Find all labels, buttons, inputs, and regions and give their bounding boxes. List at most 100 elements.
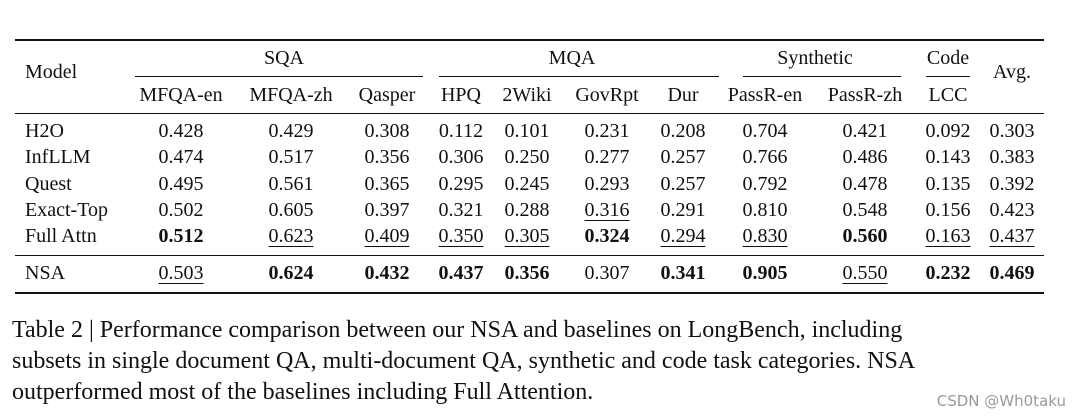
top-rule xyxy=(15,39,1044,41)
caption-line: subsets in single document QA, multi-doc… xyxy=(12,348,916,374)
table-cell: 0.356 xyxy=(364,146,410,168)
table-cell: 0.605 xyxy=(268,199,314,221)
table-cell: 0.486 xyxy=(842,146,888,168)
table-cell: 0.409 xyxy=(364,225,410,247)
group-header: Code xyxy=(926,47,970,69)
caption-line: Table 2 | Performance comparison between… xyxy=(12,317,903,343)
table-cell: 0.341 xyxy=(660,262,706,284)
row-label: Quest xyxy=(25,173,72,195)
table-cell: 0.092 xyxy=(925,120,971,142)
model-header: Model xyxy=(25,61,78,83)
table-cell: 0.324 xyxy=(584,225,630,247)
table-cell: 0.550 xyxy=(842,262,888,284)
table-cell: 0.307 xyxy=(584,262,630,284)
table-cell: 0.112 xyxy=(438,120,484,142)
group-rule xyxy=(135,76,423,77)
column-header: MFQA-zh xyxy=(249,84,333,106)
table-cell: 0.512 xyxy=(158,225,204,247)
table-cell: 0.277 xyxy=(584,146,630,168)
table-cell: 0.792 xyxy=(742,173,788,195)
table-cell: 0.293 xyxy=(584,173,630,195)
table-cell: 0.383 xyxy=(989,146,1035,168)
group-rule xyxy=(743,76,901,77)
column-header: GovRpt xyxy=(575,84,639,106)
watermark: CSDN @Wh0taku xyxy=(936,392,1066,410)
table-cell: 0.704 xyxy=(742,120,788,142)
caption-line: outperformed most of the baselines inclu… xyxy=(12,379,594,405)
column-header: HPQ xyxy=(440,84,482,106)
row-label: Exact-Top xyxy=(25,199,109,221)
row-label: InfLLM xyxy=(25,146,91,168)
table-cell: 0.437 xyxy=(438,262,484,284)
table-cell: 0.469 xyxy=(989,262,1035,284)
group-header: MQA xyxy=(548,47,596,69)
table-cell: 0.156 xyxy=(925,199,971,221)
column-header: 2Wiki xyxy=(502,84,552,106)
column-header: PassR-en xyxy=(727,84,803,106)
column-header: MFQA-en xyxy=(139,84,223,106)
table-cell: 0.306 xyxy=(438,146,484,168)
table-cell: 0.397 xyxy=(364,199,410,221)
table-cell: 0.502 xyxy=(158,199,204,221)
table-cell: 0.101 xyxy=(504,120,550,142)
table-cell: 0.303 xyxy=(989,120,1035,142)
group-header: Synthetic xyxy=(777,47,853,69)
table-cell: 0.257 xyxy=(660,146,706,168)
table-cell: 0.392 xyxy=(989,173,1035,195)
group-rule xyxy=(439,76,719,77)
table-cell: 0.143 xyxy=(925,146,971,168)
table-cell: 0.365 xyxy=(364,173,410,195)
table-cell: 0.350 xyxy=(438,225,484,247)
table-cell: 0.437 xyxy=(989,225,1035,247)
group-header: SQA xyxy=(263,47,305,69)
table-cell: 0.474 xyxy=(158,146,204,168)
table-cell: 0.163 xyxy=(925,225,971,247)
table-cell: 0.548 xyxy=(842,199,888,221)
table-cell: 0.810 xyxy=(742,199,788,221)
table-cell: 0.245 xyxy=(504,173,550,195)
table-cell: 0.291 xyxy=(660,199,706,221)
table-cell: 0.478 xyxy=(842,173,888,195)
column-header: Qasper xyxy=(358,84,416,106)
table-cell: 0.766 xyxy=(742,146,788,168)
row-label: H2O xyxy=(25,120,64,142)
table-cell: 0.305 xyxy=(504,225,550,247)
table-cell: 0.232 xyxy=(925,262,971,284)
table-cell: 0.830 xyxy=(742,225,788,247)
table-cell: 0.294 xyxy=(660,225,706,247)
table-cell: 0.905 xyxy=(742,262,788,284)
table-cell: 0.295 xyxy=(438,173,484,195)
table-cell: 0.135 xyxy=(925,173,971,195)
table-cell: 0.503 xyxy=(158,262,204,284)
table-cell: 0.421 xyxy=(842,120,888,142)
table-cell: 0.432 xyxy=(364,262,410,284)
table-cell: 0.423 xyxy=(989,199,1035,221)
column-header: Dur xyxy=(667,84,699,106)
header-rule xyxy=(15,113,1044,114)
table-cell: 0.624 xyxy=(268,262,314,284)
table-cell: 0.428 xyxy=(158,120,204,142)
group-rule xyxy=(926,76,970,77)
column-header: PassR-zh xyxy=(827,84,903,106)
table-cell: 0.495 xyxy=(158,173,204,195)
table-cell: 0.231 xyxy=(584,120,630,142)
table-cell: 0.623 xyxy=(268,225,314,247)
mid-rule xyxy=(15,255,1044,256)
table-cell: 0.356 xyxy=(504,262,550,284)
table-cell: 0.429 xyxy=(268,120,314,142)
row-label: NSA xyxy=(25,262,66,284)
table-cell: 0.308 xyxy=(364,120,410,142)
table-cell: 0.257 xyxy=(660,173,706,195)
table-cell: 0.288 xyxy=(504,199,550,221)
table-cell: 0.560 xyxy=(842,225,888,247)
bottom-rule xyxy=(15,292,1044,294)
table-cell: 0.517 xyxy=(268,146,314,168)
column-header: LCC xyxy=(928,84,968,106)
table-cell: 0.321 xyxy=(438,199,484,221)
table-cell: 0.316 xyxy=(584,199,630,221)
table-cell: 0.250 xyxy=(504,146,550,168)
row-label: Full Attn xyxy=(25,225,97,247)
avg-header: Avg. xyxy=(993,61,1031,83)
table-cell: 0.561 xyxy=(268,173,314,195)
